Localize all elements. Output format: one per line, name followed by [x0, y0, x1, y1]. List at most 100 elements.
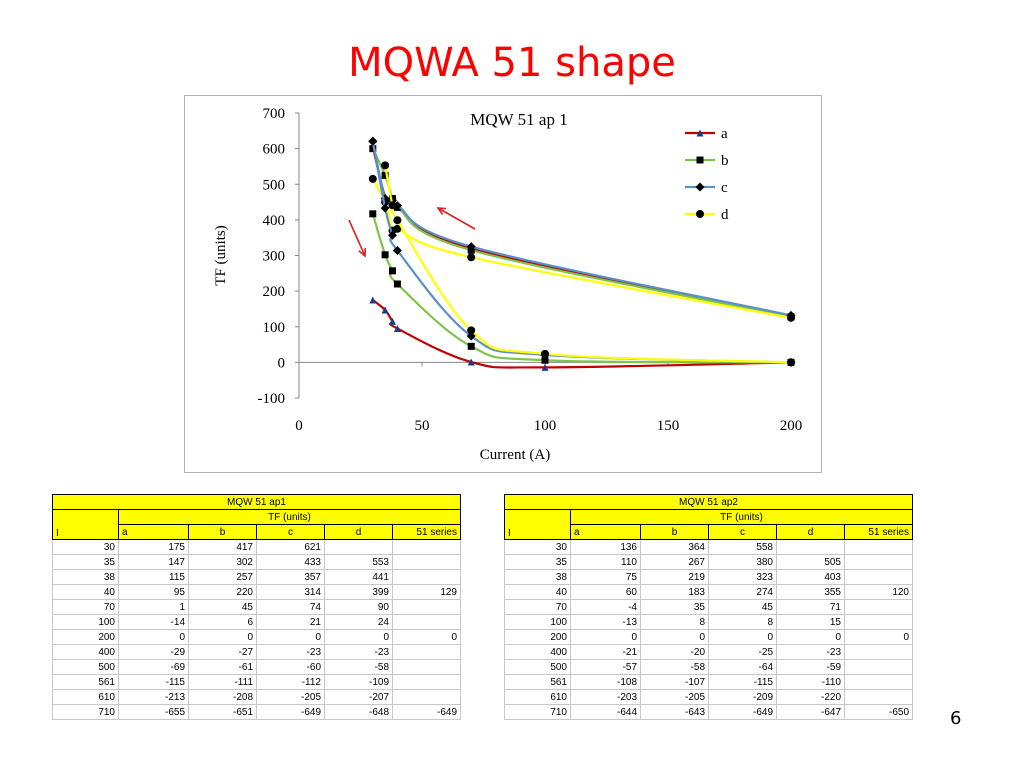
- x-tick-label: 0: [295, 418, 303, 434]
- series-d-line: [385, 165, 791, 362]
- legend-label-d: d: [721, 207, 729, 223]
- table-row: 100 -13 8 8 15: [505, 615, 913, 630]
- table-cell: 267: [641, 555, 709, 570]
- table-cell: 6: [189, 615, 257, 630]
- upper-series-3-line: [373, 179, 791, 318]
- legend-marker-c: [696, 183, 705, 192]
- column-header: c: [709, 525, 777, 540]
- table-cell: 40: [53, 585, 119, 600]
- table-cell: 183: [641, 585, 709, 600]
- table-cell: -655: [119, 705, 189, 720]
- series-b-point: [369, 210, 376, 217]
- table-cell: -25: [709, 645, 777, 660]
- table-cell: 621: [257, 540, 325, 555]
- column-header: a: [119, 525, 189, 540]
- table-cell: 553: [325, 555, 393, 570]
- table-cell: 70: [505, 600, 571, 615]
- table-cell: 100: [53, 615, 119, 630]
- x-tick-label: 150: [657, 418, 680, 434]
- table-cell: 0: [571, 630, 641, 645]
- table-row: 38 115 257 357 441: [53, 570, 461, 585]
- table-row: 561 -115 -111 -112 -109: [53, 675, 461, 690]
- table-cell: 60: [571, 585, 641, 600]
- legend-label-b: b: [721, 153, 729, 169]
- table-cell: [845, 570, 913, 585]
- page-number: 6: [950, 708, 961, 729]
- table-cell: 400: [505, 645, 571, 660]
- table-cell: 8: [709, 615, 777, 630]
- table-cell: 610: [505, 690, 571, 705]
- table-cell: 45: [709, 600, 777, 615]
- table-cell: 561: [505, 675, 571, 690]
- table-cell: 38: [53, 570, 119, 585]
- table-cell: 0: [845, 630, 913, 645]
- y-tick-label: 700: [263, 106, 286, 122]
- table-cell: 200: [505, 630, 571, 645]
- y-axis-label: TF (units): [213, 225, 229, 285]
- table-cell: 355: [777, 585, 845, 600]
- table-cell: 8: [641, 615, 709, 630]
- annotation-arrow-down: [349, 220, 365, 256]
- table-cell: -205: [257, 690, 325, 705]
- table-cell: 710: [505, 705, 571, 720]
- slide-title: MQWA 51 shape: [0, 40, 1024, 86]
- x-tick-label: 100: [534, 418, 557, 434]
- y-tick-label: 600: [263, 142, 286, 158]
- table-cell: 314: [257, 585, 325, 600]
- y-tick-label: 300: [263, 249, 286, 265]
- table-row: 610 -203 -205 -209 -220: [505, 690, 913, 705]
- table-cell: [393, 660, 461, 675]
- table-cell: 21: [257, 615, 325, 630]
- table-cell: -20: [641, 645, 709, 660]
- table-cell: -13: [571, 615, 641, 630]
- table-cell: -115: [119, 675, 189, 690]
- table-cell: -58: [325, 660, 393, 675]
- table-cell: 561: [53, 675, 119, 690]
- y-tick-label: 500: [263, 177, 286, 193]
- chart-title: MQW 51 ap 1: [470, 110, 567, 129]
- table-cell: [393, 690, 461, 705]
- table-cell: -648: [325, 705, 393, 720]
- table-cell: 0: [189, 630, 257, 645]
- table-row: 70 -4 35 45 71: [505, 600, 913, 615]
- table-cell: 400: [53, 645, 119, 660]
- table-cell: 175: [119, 540, 189, 555]
- table-cell: 30: [505, 540, 571, 555]
- table-cell: -115: [709, 675, 777, 690]
- table-row: 40 95 220 314 399 129: [53, 585, 461, 600]
- table-row: 610 -213 -208 -205 -207: [53, 690, 461, 705]
- series-b-point: [394, 281, 401, 288]
- table-ap1: MQW 51 ap1 I TF (units) a b c d 51 series 30 175 4…: [52, 494, 461, 720]
- table-cell: 0: [641, 630, 709, 645]
- table-row: 200 0 0 0 0 0: [53, 630, 461, 645]
- table-cell: -644: [571, 705, 641, 720]
- table-cell: -27: [189, 645, 257, 660]
- series-a-point: [369, 297, 376, 304]
- x-tick-label: 50: [415, 418, 430, 434]
- column-header: d: [325, 525, 393, 540]
- table-cell: -69: [119, 660, 189, 675]
- table-cell: 129: [393, 585, 461, 600]
- table-cell: 40: [505, 585, 571, 600]
- table-cell: 70: [53, 600, 119, 615]
- table-cell: 147: [119, 555, 189, 570]
- table-cell: [393, 600, 461, 615]
- table-cell: [845, 660, 913, 675]
- table-cell: 257: [189, 570, 257, 585]
- table-cell: 433: [257, 555, 325, 570]
- y-tick-label: -100: [258, 391, 286, 407]
- table-cell: 219: [641, 570, 709, 585]
- table-row: 710 -655 -651 -649 -648 -649: [53, 705, 461, 720]
- table-cell: -650: [845, 705, 913, 720]
- y-tick-label: 400: [263, 213, 286, 229]
- table-cell: 610: [53, 690, 119, 705]
- table-cell: 38: [505, 570, 571, 585]
- table-cell: 441: [325, 570, 393, 585]
- table-cell: [393, 675, 461, 690]
- table-cell: 0: [119, 630, 189, 645]
- table-cell: [393, 570, 461, 585]
- table-cell: -649: [257, 705, 325, 720]
- table-cell: 75: [571, 570, 641, 585]
- table-cell: [845, 675, 913, 690]
- series-d-point: [393, 216, 401, 224]
